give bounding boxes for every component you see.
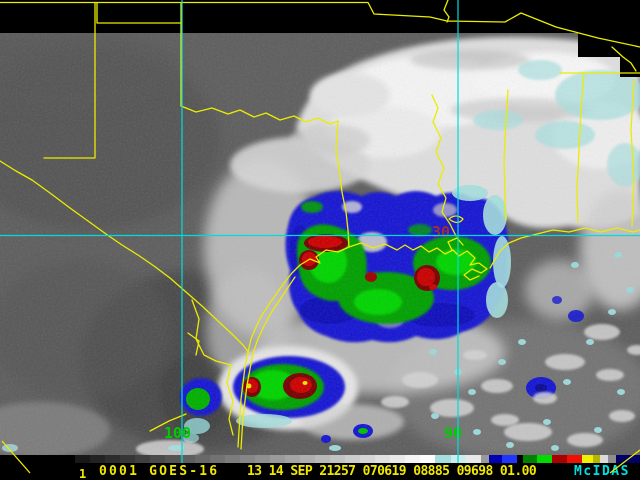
colorbar-segment [390,455,405,463]
colorbar-segment [90,455,105,463]
colorbar-segment [105,455,120,463]
colorbar-segment [315,455,330,463]
latitude-label-30n: 30 [432,223,451,241]
datetime-text: 13 14 SEP 21257 070619 08885 09698 01.00 [247,464,537,479]
colorbar-segment [165,455,180,463]
satellite-image-canvas [0,0,640,455]
colorbar-segment [567,455,582,463]
colorbar-segment [405,455,420,463]
frame-number: 1 [79,467,87,480]
colorbar-segment [255,455,270,463]
colorbar-segment [240,455,255,463]
colorbar-segment [120,455,135,463]
colorbar-segment [502,455,517,463]
colorbar-segment [345,455,360,463]
image-noise-texture [0,33,640,455]
colorbar-segment [270,455,285,463]
colorbar-segment [537,455,552,463]
colorbar-segment [285,455,300,463]
colorbar-segment [150,455,165,463]
colorbar-segment [582,455,593,463]
colorbar-segment [593,455,600,463]
colorbar-segment [616,455,640,463]
colorbar-segment [360,455,375,463]
colorbar-segment [180,455,195,463]
colorbar-segment [75,455,90,463]
colorbar-segment [135,455,150,463]
colorbar-segment [420,455,435,463]
colorbar-segment [375,455,390,463]
longitude-label-90w: 90 [444,424,463,442]
colorbar-segment [451,455,466,463]
colorbar-segment [0,455,75,463]
colorbar-segment [195,455,210,463]
colorbar-segment [210,455,225,463]
colorbar-segment [435,455,451,463]
enhancement-colorbar [0,455,640,463]
mcidas-brand: McIDAS [574,464,630,479]
colorbar-segment [523,455,537,463]
colorbar-segment [600,455,608,463]
colorbar-segment [489,455,502,463]
colorbar-segment [300,455,315,463]
dataset-id-text: 0001 GOES-16 [99,464,220,479]
colorbar-segment [552,455,567,463]
longitude-label-100w: 100 [164,424,192,442]
colorbar-segment [466,455,481,463]
colorbar-segment [481,455,489,463]
colorbar-segment [330,455,345,463]
colorbar-segment [225,455,240,463]
colorbar-segment [608,455,616,463]
